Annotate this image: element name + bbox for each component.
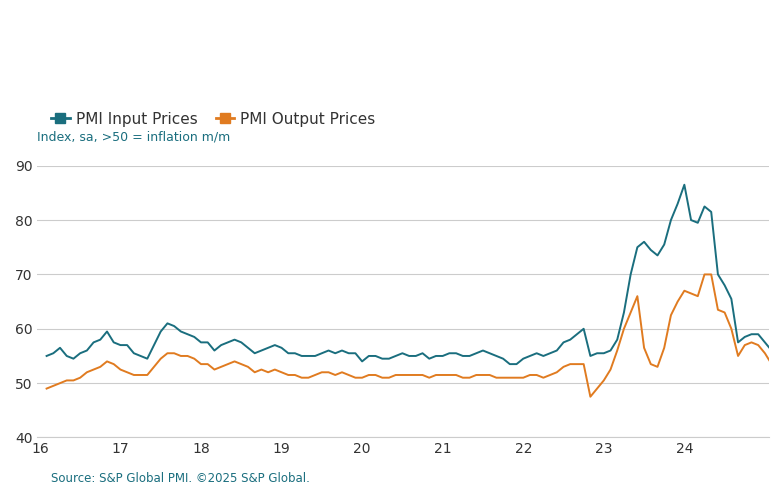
PMI Input Prices (760, 339, 770, 345)
Line: PMI Output Prices: PMI Output Prices (46, 274, 784, 397)
Legend: PMI Input Prices, PMI Output Prices: PMI Input Prices, PMI Output Prices (45, 106, 382, 133)
Line: PMI Input Prices: PMI Input Prices (46, 185, 784, 364)
PMI Input Prices (42, 353, 51, 359)
PMI Output Prices (42, 385, 51, 391)
PMI Input Prices (350, 350, 360, 356)
PMI Output Prices (586, 394, 595, 400)
PMI Output Prices (350, 375, 360, 381)
PMI Output Prices (69, 378, 78, 383)
PMI Input Prices (505, 361, 514, 367)
PMI Input Prices (680, 182, 689, 188)
PMI Output Prices (700, 272, 710, 277)
Text: Index, sa, >50 = inflation m/m: Index, sa, >50 = inflation m/m (38, 131, 230, 143)
PMI Input Prices (69, 356, 78, 362)
Text: Source: S&P Global PMI. ©2025 S&P Global.: Source: S&P Global PMI. ©2025 S&P Global… (51, 472, 310, 485)
PMI Output Prices (760, 350, 770, 356)
